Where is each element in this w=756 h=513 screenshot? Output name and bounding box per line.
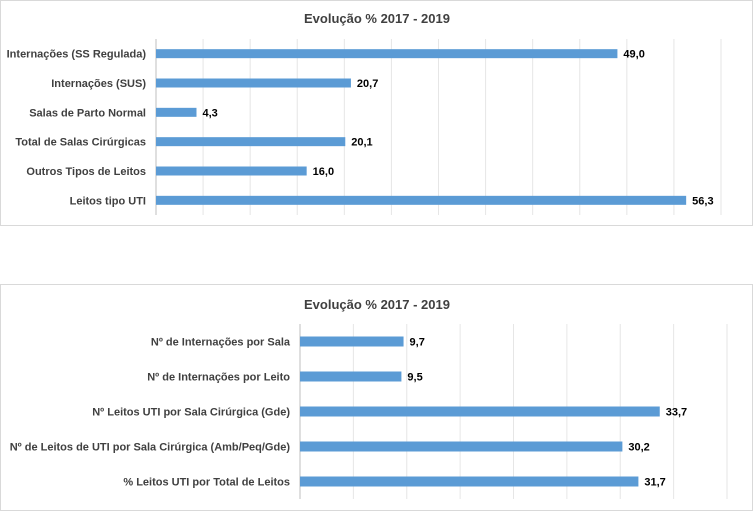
category-label: Nº de Internações por Sala xyxy=(151,337,291,349)
chart-title-2: Evolução % 2017 - 2019 xyxy=(304,297,450,312)
category-label: Nº de Leitos de UTI por Sala Cirúrgica (… xyxy=(10,442,291,454)
bar xyxy=(300,406,660,417)
category-label: Leitos tipo UTI xyxy=(70,195,146,207)
bar xyxy=(156,166,307,176)
data-label: 20,7 xyxy=(357,78,378,90)
data-label: 16,0 xyxy=(313,166,334,178)
bar xyxy=(300,336,404,347)
category-label: Internações (SUS) xyxy=(51,78,146,90)
data-label: 9,5 xyxy=(407,372,422,384)
category-label: % Leitos UTI por Total de Leitos xyxy=(123,477,290,489)
bar xyxy=(156,195,687,205)
category-label: Internações (SS Regulada) xyxy=(7,49,147,61)
category-label: Outros Tipos de Leitos xyxy=(26,166,146,178)
bar xyxy=(156,137,346,147)
chart-panel-2: Evolução % 2017 - 2019 Nº de Internações… xyxy=(0,284,753,511)
chart-title-1: Evolução % 2017 - 2019 xyxy=(304,11,450,26)
category-label: Nº Leitos UTI por Sala Cirúrgica (Gde) xyxy=(92,407,290,419)
bar-chart-1: Evolução % 2017 - 2019 Internações (SS R… xyxy=(7,11,722,215)
data-label: 4,3 xyxy=(202,107,217,119)
bar xyxy=(156,78,351,88)
bar xyxy=(156,107,197,117)
data-label: 20,1 xyxy=(351,137,372,149)
chart-panel-1: Evolução % 2017 - 2019 Internações (SS R… xyxy=(0,0,753,226)
data-label: 49,0 xyxy=(623,49,644,61)
data-label: 31,7 xyxy=(644,477,665,489)
category-label: Total de Salas Cirúrgicas xyxy=(15,137,146,149)
category-label: Nº de Internações por Leito xyxy=(147,372,290,384)
category-label: Salas de Parto Normal xyxy=(29,107,146,119)
data-label: 56,3 xyxy=(692,195,713,207)
bar-chart-2: Evolução % 2017 - 2019 Nº de Internações… xyxy=(10,297,728,499)
bar xyxy=(300,476,639,487)
bar xyxy=(300,441,623,452)
bar xyxy=(156,49,618,59)
bar xyxy=(300,371,402,382)
data-label: 9,7 xyxy=(410,337,425,349)
data-label: 30,2 xyxy=(628,442,649,454)
data-label: 33,7 xyxy=(666,407,687,419)
